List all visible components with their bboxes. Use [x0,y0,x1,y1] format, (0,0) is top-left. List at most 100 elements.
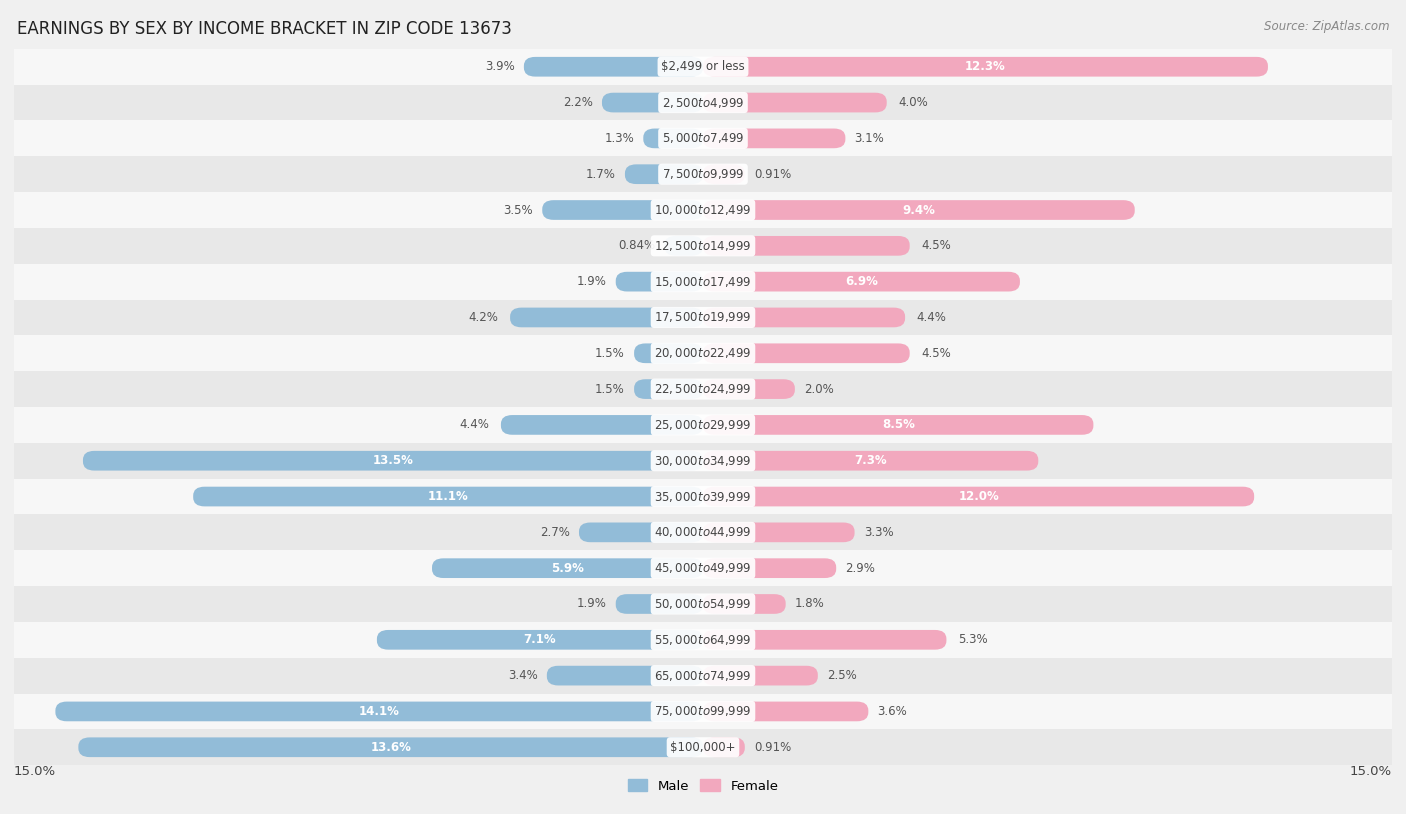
Text: 0.91%: 0.91% [754,168,792,181]
FancyBboxPatch shape [703,164,745,184]
FancyBboxPatch shape [703,272,1019,291]
Text: 4.5%: 4.5% [921,347,950,360]
Text: 1.9%: 1.9% [576,597,606,610]
FancyBboxPatch shape [634,379,703,399]
Legend: Male, Female: Male, Female [623,774,783,798]
Text: 1.3%: 1.3% [605,132,634,145]
FancyBboxPatch shape [579,523,703,542]
FancyBboxPatch shape [703,523,855,542]
FancyBboxPatch shape [14,694,1392,729]
Text: 0.84%: 0.84% [619,239,655,252]
FancyBboxPatch shape [14,479,1392,514]
Text: $100,000+: $100,000+ [671,741,735,754]
FancyBboxPatch shape [634,344,703,363]
FancyBboxPatch shape [665,236,703,256]
FancyBboxPatch shape [703,702,869,721]
FancyBboxPatch shape [616,272,703,291]
FancyBboxPatch shape [616,594,703,614]
FancyBboxPatch shape [14,264,1392,300]
FancyBboxPatch shape [703,57,1268,77]
FancyBboxPatch shape [644,129,703,148]
FancyBboxPatch shape [524,57,703,77]
Text: 3.6%: 3.6% [877,705,907,718]
FancyBboxPatch shape [510,308,703,327]
Text: 4.0%: 4.0% [898,96,928,109]
Text: 2.7%: 2.7% [540,526,569,539]
Text: 4.5%: 4.5% [921,239,950,252]
FancyBboxPatch shape [14,300,1392,335]
Text: $45,000 to $49,999: $45,000 to $49,999 [654,561,752,575]
Text: $25,000 to $29,999: $25,000 to $29,999 [654,418,752,432]
FancyBboxPatch shape [193,487,703,506]
FancyBboxPatch shape [14,550,1392,586]
Text: $35,000 to $39,999: $35,000 to $39,999 [654,489,752,504]
FancyBboxPatch shape [703,200,1135,220]
FancyBboxPatch shape [83,451,703,470]
FancyBboxPatch shape [703,344,910,363]
Text: $20,000 to $22,499: $20,000 to $22,499 [654,346,752,361]
Text: $2,500 to $4,999: $2,500 to $4,999 [662,95,744,110]
Text: Source: ZipAtlas.com: Source: ZipAtlas.com [1264,20,1389,33]
FancyBboxPatch shape [501,415,703,435]
FancyBboxPatch shape [703,451,1038,470]
Text: 2.0%: 2.0% [804,383,834,396]
Text: $50,000 to $54,999: $50,000 to $54,999 [654,597,752,611]
Text: $5,000 to $7,499: $5,000 to $7,499 [662,131,744,146]
Text: 4.2%: 4.2% [468,311,499,324]
Text: $30,000 to $34,999: $30,000 to $34,999 [654,453,752,468]
FancyBboxPatch shape [703,594,786,614]
Text: 1.5%: 1.5% [595,383,624,396]
FancyBboxPatch shape [14,443,1392,479]
Text: 12.0%: 12.0% [959,490,998,503]
Text: 11.1%: 11.1% [427,490,468,503]
FancyBboxPatch shape [79,737,703,757]
Text: $15,000 to $17,499: $15,000 to $17,499 [654,274,752,289]
FancyBboxPatch shape [703,630,946,650]
Text: 14.1%: 14.1% [359,705,399,718]
Text: 3.3%: 3.3% [863,526,893,539]
Text: $17,500 to $19,999: $17,500 to $19,999 [654,310,752,325]
FancyBboxPatch shape [14,120,1392,156]
Text: $7,500 to $9,999: $7,500 to $9,999 [662,167,744,182]
FancyBboxPatch shape [377,630,703,650]
Text: 3.5%: 3.5% [503,204,533,217]
FancyBboxPatch shape [543,200,703,220]
Text: $75,000 to $99,999: $75,000 to $99,999 [654,704,752,719]
Text: 15.0%: 15.0% [14,765,56,778]
Text: 2.9%: 2.9% [845,562,876,575]
Text: 9.4%: 9.4% [903,204,935,217]
FancyBboxPatch shape [703,93,887,112]
Text: 7.3%: 7.3% [855,454,887,467]
FancyBboxPatch shape [602,93,703,112]
Text: 1.7%: 1.7% [586,168,616,181]
FancyBboxPatch shape [703,666,818,685]
Text: 7.1%: 7.1% [523,633,557,646]
Text: 5.3%: 5.3% [957,633,987,646]
Text: 1.8%: 1.8% [794,597,824,610]
FancyBboxPatch shape [14,622,1392,658]
Text: 5.9%: 5.9% [551,562,583,575]
FancyBboxPatch shape [14,228,1392,264]
Text: 8.5%: 8.5% [882,418,915,431]
FancyBboxPatch shape [703,415,1094,435]
Text: EARNINGS BY SEX BY INCOME BRACKET IN ZIP CODE 13673: EARNINGS BY SEX BY INCOME BRACKET IN ZIP… [17,20,512,38]
FancyBboxPatch shape [703,558,837,578]
FancyBboxPatch shape [703,236,910,256]
Text: $2,499 or less: $2,499 or less [661,60,745,73]
FancyBboxPatch shape [547,666,703,685]
FancyBboxPatch shape [14,335,1392,371]
Text: 6.9%: 6.9% [845,275,877,288]
FancyBboxPatch shape [703,487,1254,506]
Text: 3.9%: 3.9% [485,60,515,73]
Text: 0.91%: 0.91% [754,741,792,754]
FancyBboxPatch shape [14,192,1392,228]
Text: 2.2%: 2.2% [562,96,593,109]
Text: $40,000 to $44,999: $40,000 to $44,999 [654,525,752,540]
Text: 4.4%: 4.4% [460,418,489,431]
Text: 3.4%: 3.4% [508,669,537,682]
Text: 1.5%: 1.5% [595,347,624,360]
FancyBboxPatch shape [55,702,703,721]
Text: 15.0%: 15.0% [1350,765,1392,778]
Text: $65,000 to $74,999: $65,000 to $74,999 [654,668,752,683]
FancyBboxPatch shape [14,514,1392,550]
